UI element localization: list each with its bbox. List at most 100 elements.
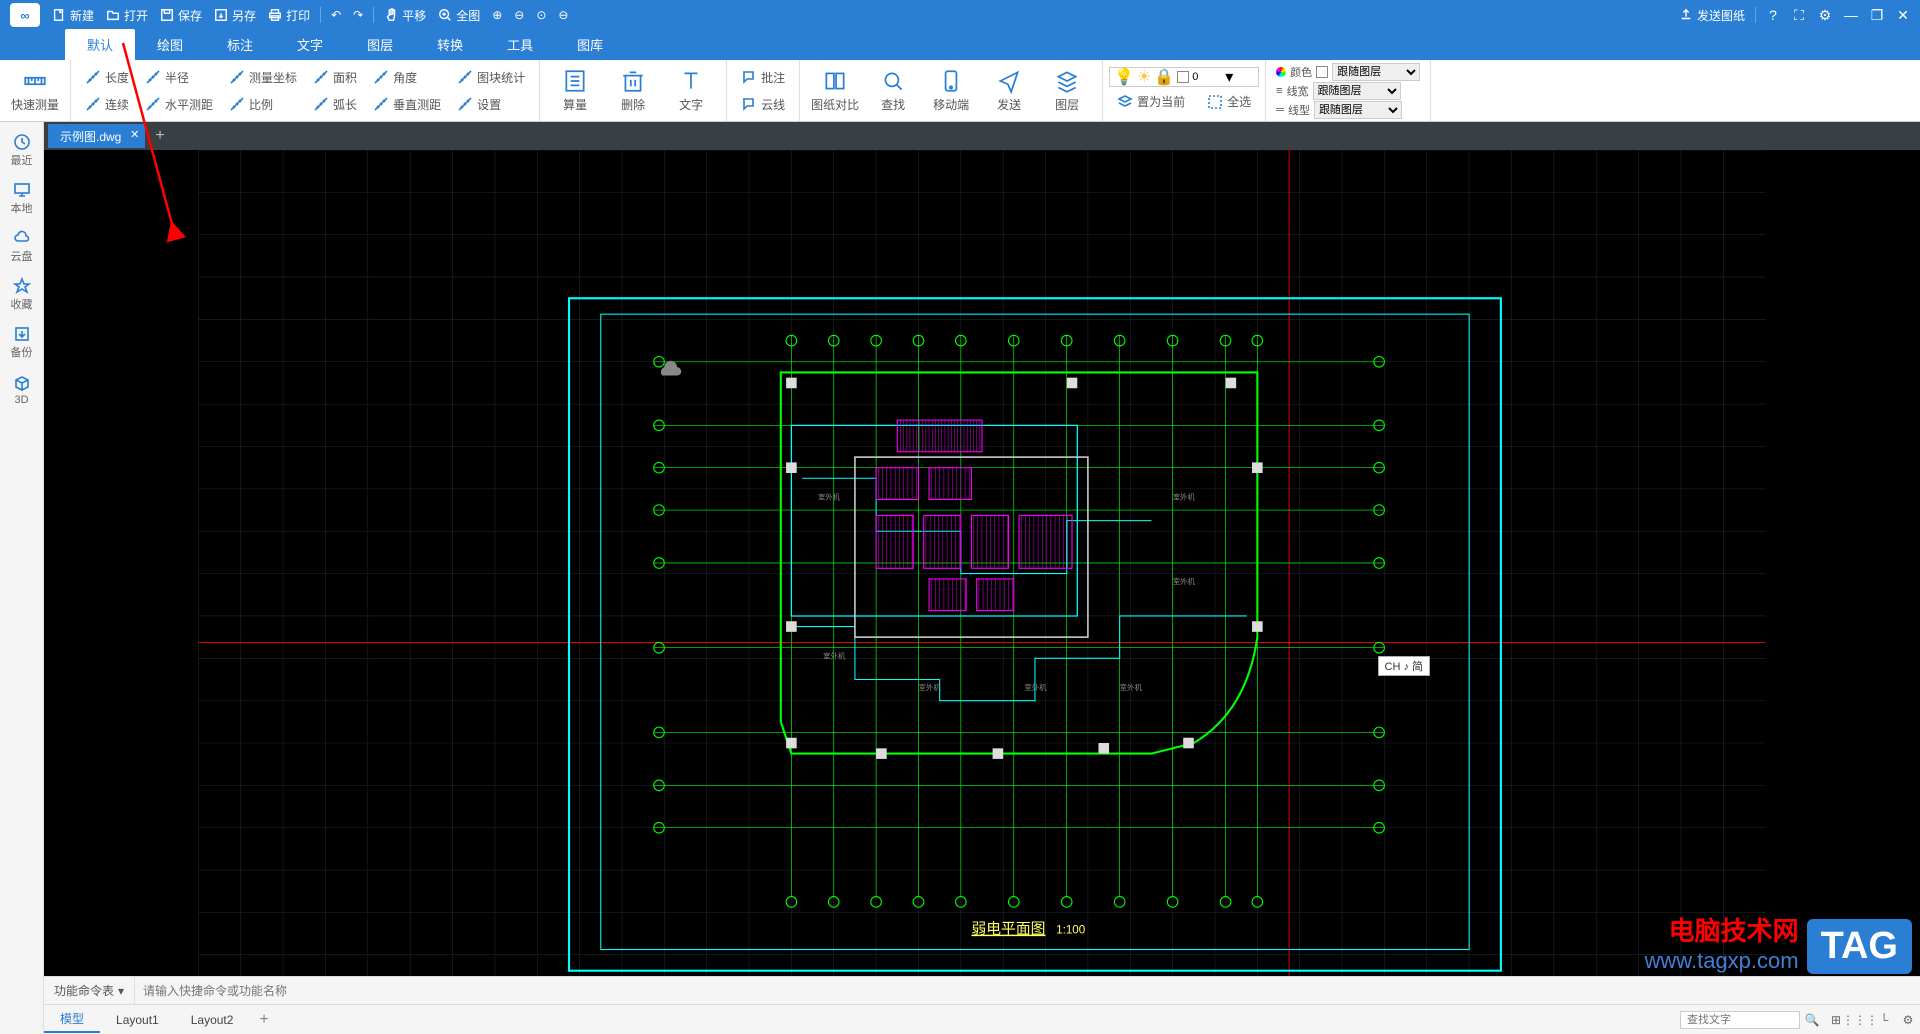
layout-tab-0[interactable]: 模型 — [44, 1006, 100, 1033]
measure-9-button[interactable]: 垂直测距 — [365, 91, 449, 117]
clock-icon — [13, 133, 31, 151]
lineweight-select[interactable]: 跟随图层 — [1313, 82, 1401, 100]
measure-7-button[interactable]: 弧长 — [305, 91, 365, 117]
file-tab[interactable]: 示例图.dwg ✕ — [48, 124, 145, 148]
measure-icon — [373, 69, 389, 85]
measure-3-button[interactable]: 水平测距 — [137, 91, 221, 117]
measure-10-button[interactable]: 图块统计 — [449, 64, 533, 90]
menu-tab-3[interactable]: 文字 — [275, 29, 345, 60]
window-button-0[interactable]: ? — [1760, 2, 1786, 28]
delete-icon — [620, 68, 646, 94]
drawing-canvas[interactable]: 室外机室外机室外机室外机室外机室外机室外机弱电平面图1:100 CH ♪ 简 — [44, 150, 1920, 976]
sidebar-clock-button[interactable]: 最近 — [2, 128, 42, 172]
snap-icon[interactable]: ⋮⋮⋮ — [1848, 1008, 1872, 1032]
titlebar: ∞ 新建打开保存另存打印 ↶ ↷ 平移全图 ⊕⊖⊙⊖ 发送图纸 ?⛶⚙—❐✕ — [0, 0, 1920, 30]
measure-5-button[interactable]: 比例 — [221, 91, 305, 117]
sidebar-backup-button[interactable]: 备份 — [2, 320, 42, 364]
send-drawing-button[interactable]: 发送图纸 — [1673, 1, 1751, 29]
mobile-button[interactable]: 移动端 — [922, 63, 980, 119]
measure-8-button[interactable]: 角度 — [365, 64, 449, 90]
layers-button[interactable]: 图层 — [1038, 63, 1096, 119]
mobile-icon — [938, 68, 964, 94]
layer-value-input[interactable] — [1192, 71, 1222, 83]
window-button-5[interactable]: ✕ — [1890, 2, 1916, 28]
zoom-button[interactable]: 全图 — [432, 1, 486, 29]
window-button-4[interactable]: ❐ — [1864, 2, 1890, 28]
menu-tab-4[interactable]: 图层 — [345, 29, 415, 60]
sidebar-cube-button[interactable]: 3D — [2, 368, 42, 412]
zoom-icon: ⊙ — [536, 8, 546, 22]
sidebar-star-button[interactable]: 收藏 — [2, 272, 42, 316]
app-logo: ∞ — [10, 3, 40, 27]
hand-button[interactable]: 平移 — [378, 1, 432, 29]
window-button-3[interactable]: — — [1838, 2, 1864, 28]
zoom-button-2[interactable]: ⊙ — [530, 1, 552, 29]
settings-icon[interactable]: ⚙ — [1896, 1008, 1920, 1032]
zoom-button-0[interactable]: ⊕ — [486, 1, 508, 29]
hand-icon — [384, 8, 398, 22]
delete-button[interactable]: 删除 — [604, 63, 662, 119]
svg-text:室外机: 室外机 — [1120, 682, 1143, 692]
command-table-button[interactable]: 功能命令表▾ — [44, 977, 135, 1004]
measure-icon — [313, 96, 329, 112]
measure-2-button[interactable]: 半径 — [137, 64, 221, 90]
undo-button[interactable]: ↶ — [325, 1, 347, 29]
redo-button[interactable]: ↷ — [347, 1, 369, 29]
svg-text:室外机: 室外机 — [818, 491, 841, 501]
search-icon[interactable]: 🔍 — [1800, 1008, 1824, 1032]
window-button-1[interactable]: ⛶ — [1786, 2, 1812, 28]
save-button[interactable]: 保存 — [154, 1, 208, 29]
saveas-icon — [214, 8, 228, 22]
measure-icon — [145, 96, 161, 112]
text-button[interactable]: 文字 — [662, 63, 720, 119]
menu-tab-0[interactable]: 默认 — [65, 29, 135, 60]
open-button[interactable]: 打开 — [100, 1, 154, 29]
add-layout-button[interactable]: + — [249, 1011, 278, 1029]
color-property: 颜色 跟随图层 — [1276, 63, 1420, 81]
compare-button[interactable]: 图纸对比 — [806, 63, 864, 119]
menu-tab-2[interactable]: 标注 — [205, 29, 275, 60]
send-button[interactable]: 发送 — [980, 63, 1038, 119]
annot-1-button[interactable]: 云线 — [733, 91, 793, 117]
annot-icon — [741, 96, 757, 112]
measure-6-button[interactable]: 面积 — [305, 64, 365, 90]
color-wheel-icon — [1276, 67, 1286, 77]
svg-text:室外机: 室外机 — [1024, 682, 1047, 692]
layer-selector[interactable]: 💡☀🔒 ▾ — [1109, 67, 1259, 87]
menu-tab-7[interactable]: 图库 — [555, 29, 625, 60]
color-select[interactable]: 跟随图层 — [1332, 63, 1420, 81]
saveas-button[interactable]: 另存 — [208, 1, 262, 29]
menu-tab-1[interactable]: 绘图 — [135, 29, 205, 60]
command-input[interactable] — [135, 984, 1920, 998]
close-icon[interactable]: ✕ — [130, 128, 139, 141]
quick-measure-button[interactable]: 快速测量 — [6, 63, 64, 119]
menu-tab-5[interactable]: 转换 — [415, 29, 485, 60]
set-current-layer-button[interactable]: 置为当前 — [1109, 89, 1193, 115]
layout-tab-2[interactable]: Layout2 — [175, 1009, 250, 1031]
measure-11-button[interactable]: 设置 — [449, 91, 533, 117]
measure-4-button[interactable]: 测量坐标 — [221, 64, 305, 90]
layout-tab-1[interactable]: Layout1 — [100, 1009, 175, 1031]
cloud-icon — [13, 229, 31, 247]
new-button[interactable]: 新建 — [46, 1, 100, 29]
svg-text:弱电平面图: 弱电平面图 — [971, 921, 1045, 938]
print-button[interactable]: 打印 — [262, 1, 316, 29]
calc-button[interactable]: 算量 — [546, 63, 604, 119]
linetype-select[interactable]: 跟随图层 — [1314, 101, 1402, 119]
text-search-input[interactable] — [1680, 1011, 1800, 1029]
zoom-button-1[interactable]: ⊖ — [508, 1, 530, 29]
sidebar-monitor-button[interactable]: 本地 — [2, 176, 42, 220]
search-button[interactable]: 查找 — [864, 63, 922, 119]
menu-tab-6[interactable]: 工具 — [485, 29, 555, 60]
annot-0-button[interactable]: 批注 — [733, 64, 793, 90]
window-button-2[interactable]: ⚙ — [1812, 2, 1838, 28]
ortho-icon[interactable]: └ — [1872, 1008, 1896, 1032]
zoom-button-3[interactable]: ⊖ — [552, 1, 574, 29]
new-tab-button[interactable]: + — [145, 127, 174, 145]
measure-0-button[interactable]: 长度 — [77, 64, 137, 90]
sidebar-cloud-button[interactable]: 云盘 — [2, 224, 42, 268]
select-all-button[interactable]: 全选 — [1199, 89, 1259, 115]
measure-1-button[interactable]: 连续 — [77, 91, 137, 117]
save-icon — [160, 8, 174, 22]
cube-icon — [13, 375, 31, 393]
